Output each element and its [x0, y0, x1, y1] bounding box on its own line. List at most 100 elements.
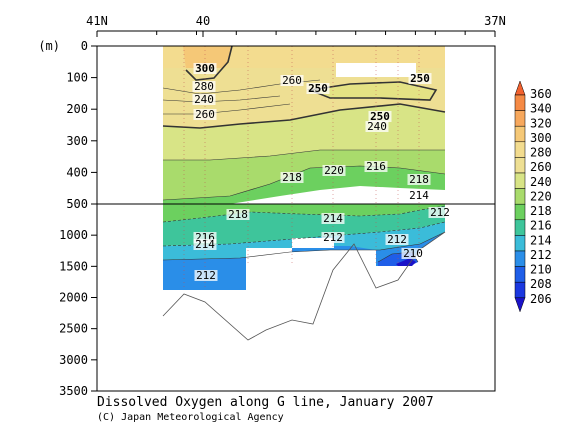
field-blank-lower-b [292, 238, 334, 248]
contour-label-bg [401, 248, 425, 259]
contour-label: 218 [228, 208, 248, 221]
y-ticks-upper: 0 100 200 300 400 500 [66, 39, 97, 211]
y-ticks-lower: 1000 1500 2000 2500 3000 3500 [59, 228, 97, 398]
field-band-218-lower [163, 204, 445, 222]
colorbar-arrow-top [514, 80, 526, 96]
contour-label: 260 [282, 74, 302, 87]
colorbar-label: 300 [530, 131, 552, 145]
colorbar-label: 216 [530, 219, 552, 233]
contour-line [162, 165, 446, 201]
station-tick-marks [156, 31, 466, 35]
field-blank-lower-a [246, 248, 292, 266]
contour-label: 250 [410, 72, 430, 85]
top-tick-40: 40 [196, 14, 210, 28]
contour-label-bg [193, 232, 217, 243]
contour-label: 214 [323, 212, 343, 225]
y-unit-label: (m) [38, 39, 60, 53]
colorbar-segment [514, 235, 526, 252]
y-tick-label: 2000 [59, 291, 88, 305]
contour-label: 212 [323, 231, 343, 244]
colorbar-label: 220 [530, 189, 552, 203]
contour-label-bg [322, 165, 346, 176]
top-tick-37N: 37N [484, 14, 506, 28]
y-tick-label: 100 [66, 71, 88, 85]
colorbar-label: 320 [530, 116, 552, 130]
contour-label: 218 [282, 171, 302, 184]
contour-line [162, 95, 281, 103]
top-minor-ticks [96, 31, 496, 37]
contour-label-bg [306, 83, 330, 94]
colorbar-label: 218 [530, 204, 552, 218]
colorbar-segment [514, 141, 526, 158]
contour-label-bg [321, 232, 345, 243]
y-tick-label: 3000 [59, 353, 88, 367]
colorbar-segment [514, 281, 526, 299]
chart-credit: (C) Japan Meteorological Agency [97, 412, 284, 423]
y-tick-label: 0 [81, 39, 88, 53]
colorbar-label: 212 [530, 248, 552, 262]
contour-label-bg [364, 161, 388, 172]
contour-label: 220 [324, 164, 344, 177]
colorbar-segment [514, 250, 526, 267]
y-tick-label: 200 [66, 102, 88, 116]
contour-label: 212 [430, 206, 450, 219]
colorbar-label: 208 [530, 277, 552, 291]
contour-label-bg [193, 239, 217, 250]
colorbar-segment [514, 157, 526, 174]
colorbar-segment [514, 266, 526, 283]
chart-title: Dissolved Oxygen along G line, January 2… [97, 395, 434, 410]
contour-line [163, 103, 291, 115]
contour-label: 212 [387, 233, 407, 246]
colorbar-label: 206 [530, 292, 552, 306]
seafloor-line [162, 231, 446, 341]
contour-label: 300 [195, 62, 215, 75]
colorbar-label: 360 [530, 87, 552, 101]
contour-lines [162, 46, 446, 290]
colorbar-label: 280 [530, 146, 552, 160]
colorbar-segment [514, 203, 526, 221]
contour-label: 250 [308, 82, 328, 95]
contour-label: 218 [409, 173, 429, 186]
contour-label: 214 [195, 238, 215, 251]
colorbar-label: 240 [530, 175, 552, 189]
colorbar-label: 260 [530, 160, 552, 174]
contour-label: 240 [194, 93, 214, 106]
contour-label-bg [368, 111, 392, 122]
contour-label-bg [226, 209, 250, 220]
y-tick-label: 500 [66, 197, 88, 211]
field-band-260-280 [163, 46, 445, 68]
contour-line [185, 46, 233, 81]
contour-label: 240 [367, 120, 387, 133]
contour-label-bg [193, 63, 217, 74]
contour-label-bg [407, 174, 431, 185]
y-tick-label: 1500 [59, 259, 88, 273]
colorbar-label: 210 [530, 263, 552, 277]
contour-label: 260 [195, 108, 215, 121]
contour-label-bg [192, 94, 216, 105]
y-tick-label: 300 [66, 134, 88, 148]
colorbar-segment [514, 94, 526, 111]
contour-label-bg [408, 73, 432, 84]
colorbar-label: 340 [530, 102, 552, 116]
contour-label-bg [365, 121, 389, 132]
contour-line [162, 231, 446, 261]
contour-label-bg [280, 172, 304, 183]
plot-frame [96, 45, 496, 392]
contour-label: 216 [366, 160, 386, 173]
y-tick-label: 1000 [59, 228, 88, 242]
y-tick-label: 400 [66, 165, 88, 179]
oxygen-field [163, 46, 445, 290]
colorbar-segment [514, 125, 526, 143]
contour-label: 250 [370, 110, 390, 123]
contour-label-bg [192, 81, 216, 92]
contour-label-bg [407, 190, 431, 201]
contour-line [163, 149, 445, 161]
colorbar-arrow-bottom [514, 297, 526, 313]
top-tick-41N: 41N [86, 14, 108, 28]
contour-line [162, 103, 446, 129]
colorbar-segment [514, 110, 526, 127]
y-tick-label: 2500 [59, 322, 88, 336]
contour-label-bg [385, 234, 409, 245]
contour-line [306, 81, 438, 101]
